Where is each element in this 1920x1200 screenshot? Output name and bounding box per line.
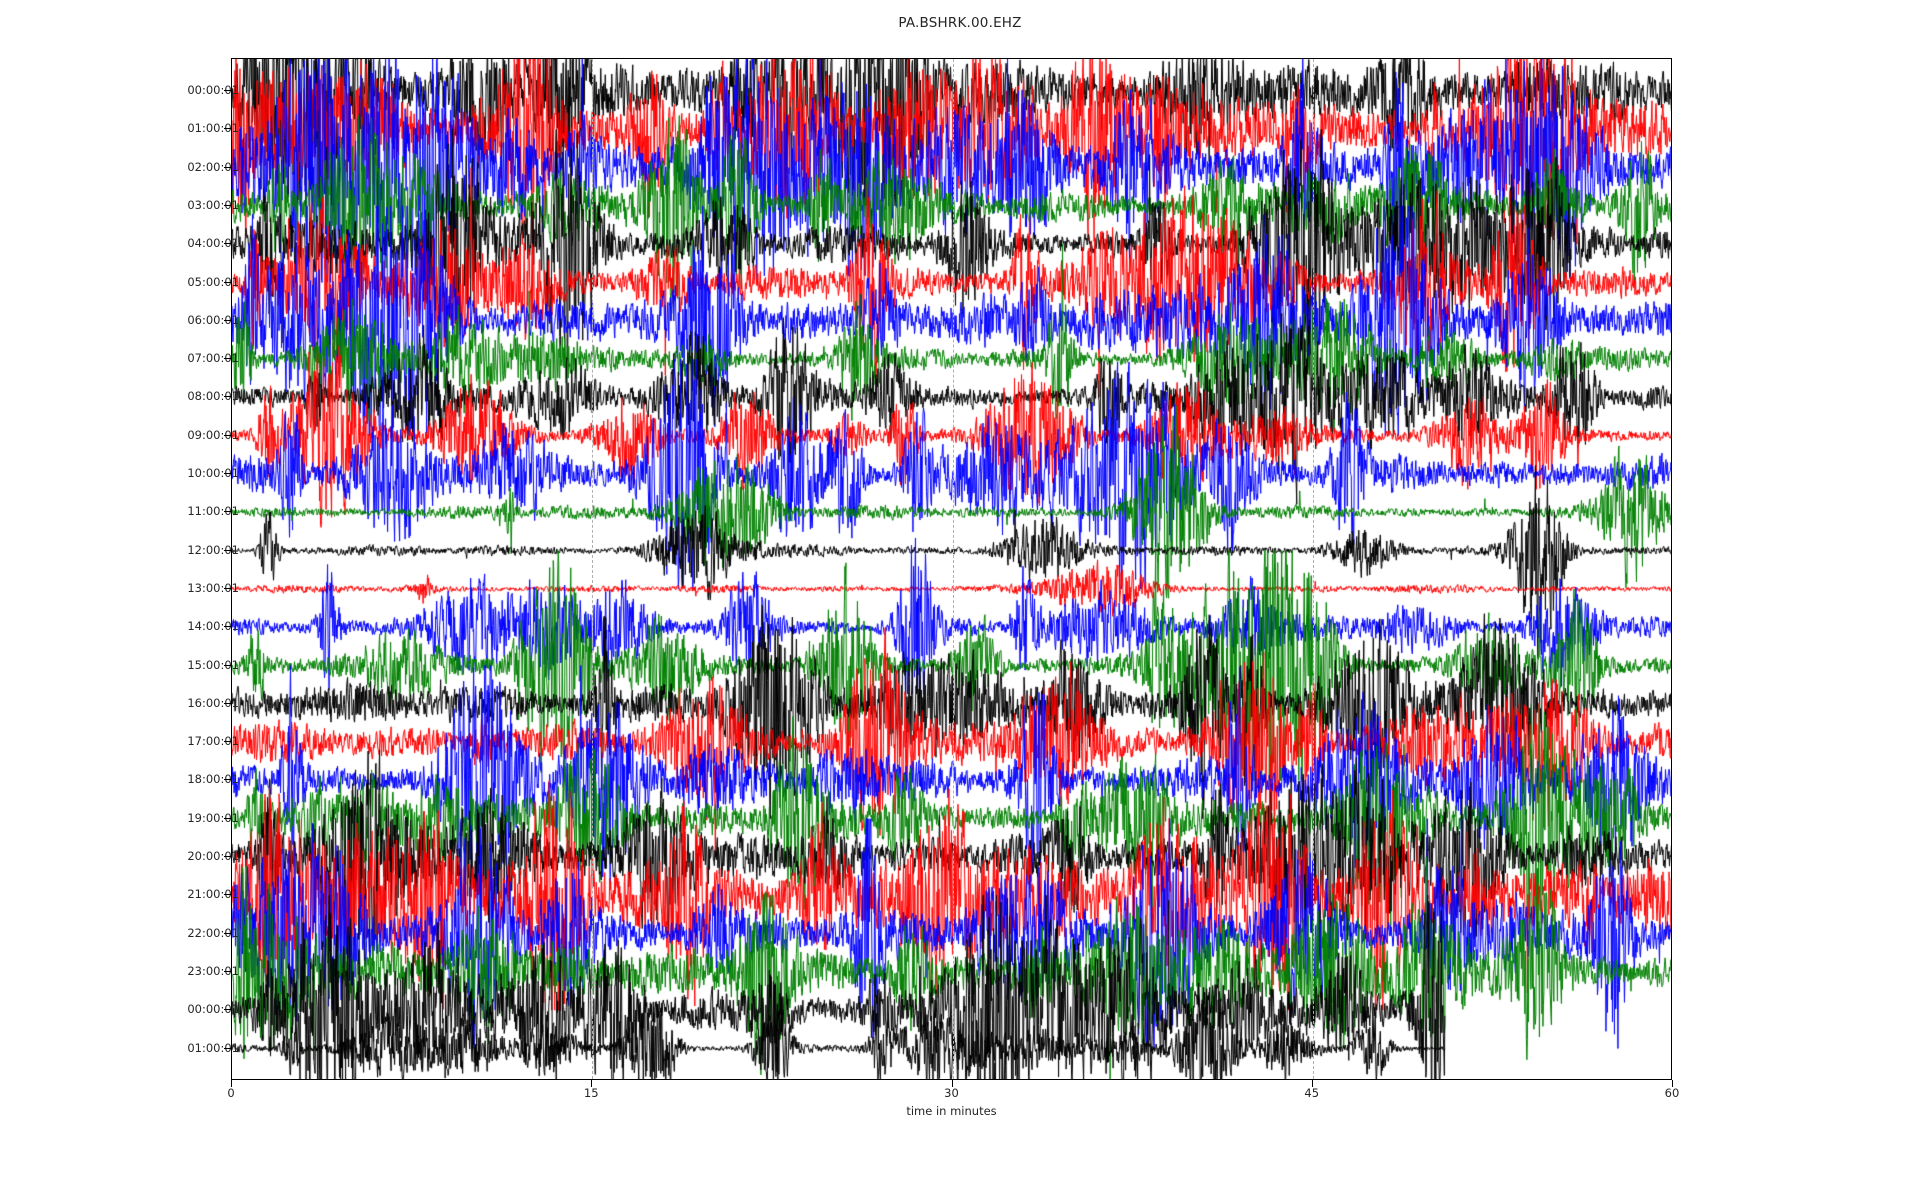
y-axis-tick-12: 12:00:01 [187, 542, 239, 557]
y-axis-tick-21: 21:00:01 [187, 887, 239, 902]
y-tick-mark-0 [224, 90, 231, 91]
y-axis-tick-1: 01:00:01 [187, 121, 239, 136]
y-tick-mark-21 [224, 894, 231, 896]
plot-axes [231, 58, 1672, 1080]
y-tick-mark-3 [224, 204, 231, 206]
x-axis-label: time in minutes [906, 1104, 997, 1118]
y-axis-tick-15: 15:00:01 [187, 657, 239, 672]
y-tick-mark-19 [224, 817, 231, 819]
x-tick-mark-4 [1672, 1080, 1673, 1087]
y-axis-tick-22: 22:00:01 [187, 925, 239, 940]
y-axis-tick-5: 05:00:01 [187, 274, 239, 289]
y-tick-mark-13 [224, 587, 231, 589]
y-axis-tick-0: 00:00:01 [187, 83, 239, 97]
x-tick-mark-3 [1311, 1080, 1313, 1087]
y-axis-tick-24: 00:00:01 [187, 1002, 239, 1017]
y-axis-tick-7: 07:00:01 [187, 351, 239, 366]
y-tick-mark-12 [224, 549, 231, 551]
y-axis-tick-4: 04:00:01 [187, 236, 239, 251]
y-tick-mark-14 [224, 626, 231, 628]
y-axis-tick-9: 09:00:01 [187, 427, 239, 442]
trace-area [232, 59, 1671, 1079]
y-tick-mark-16 [224, 702, 231, 704]
y-tick-mark-15 [224, 664, 231, 666]
y-axis-tick-2: 02:00:01 [187, 159, 239, 174]
seismogram-traces [232, 59, 1671, 1079]
y-tick-mark-1 [224, 128, 231, 130]
y-tick-mark-17 [224, 741, 231, 743]
page-title: PA.BSHRK.00.EHZ [898, 15, 1022, 31]
gridline-30 [952, 59, 954, 1079]
gridline-15 [592, 59, 594, 1079]
y-tick-mark-5 [224, 281, 231, 283]
y-tick-mark-24 [224, 1009, 231, 1011]
x-axis-tick-0: 0 [227, 1086, 235, 1100]
y-tick-mark-4 [224, 243, 231, 245]
y-tick-mark-11 [224, 511, 231, 513]
y-tick-mark-6 [224, 319, 231, 321]
y-axis-tick-19: 19:00:01 [187, 810, 239, 825]
y-axis-tick-6: 06:00:01 [187, 312, 239, 327]
y-tick-mark-10 [224, 473, 231, 474]
y-axis-tick-11: 11:00:01 [187, 504, 239, 519]
y-axis-tick-3: 03:00:01 [187, 197, 239, 212]
y-axis-tick-18: 18:00:01 [187, 772, 239, 787]
y-tick-mark-23 [224, 970, 231, 972]
y-axis-tick-16: 16:00:01 [187, 695, 239, 710]
y-axis-tick-13: 13:00:01 [187, 580, 239, 595]
x-tick-mark-1 [591, 1080, 593, 1087]
y-axis-tick-8: 08:00:01 [187, 389, 239, 404]
y-tick-mark-9 [224, 434, 231, 436]
x-axis-tick-3: 45 [1304, 1086, 1320, 1100]
y-axis-tick-23: 23:00:01 [187, 963, 239, 978]
x-axis-tick-4: 60 [1664, 1086, 1680, 1100]
y-axis-tick-25: 01:00:01 [187, 1040, 239, 1055]
gridline-45 [1312, 59, 1314, 1079]
y-tick-mark-20 [224, 856, 231, 857]
y-axis-tick-17: 17:00:01 [187, 734, 239, 749]
y-tick-mark-2 [224, 166, 231, 168]
x-tick-mark-0 [231, 1080, 232, 1087]
y-tick-mark-8 [224, 396, 231, 398]
y-tick-mark-18 [224, 779, 231, 781]
y-tick-mark-25 [224, 1047, 231, 1049]
y-axis-tick-20: 20:00:01 [187, 849, 239, 863]
y-tick-mark-22 [224, 932, 231, 934]
x-axis-tick-1: 15 [583, 1086, 599, 1100]
y-axis-tick-14: 14:00:01 [187, 619, 239, 634]
x-tick-mark-2 [951, 1080, 953, 1087]
y-axis-tick-10: 10:00:01 [187, 466, 239, 480]
x-axis-tick-2: 30 [944, 1086, 959, 1100]
y-tick-mark-7 [224, 358, 231, 360]
